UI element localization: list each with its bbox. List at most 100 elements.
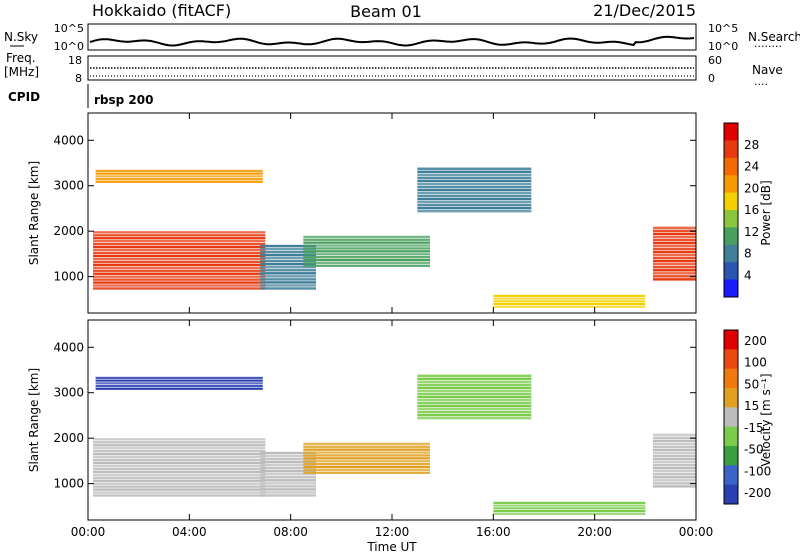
nsky-trace [89,35,695,47]
nsearch-tick-top: 10^5 [708,22,738,35]
velocity-colorbar-swatch [724,388,738,408]
velocity-y-tick-label: 4000 [53,340,84,354]
x-tick-label: 00:00 [679,525,714,539]
power-y-tick-label: 2000 [53,224,84,238]
freq-tick-bottom: 8 [75,72,82,85]
power-colorbar-swatch [724,140,738,159]
velocity-colorbar-swatch [724,330,738,350]
power-data-marks [93,167,696,308]
power-colorbar-tick-label: 20 [744,181,759,195]
power-y-tick-label: 1000 [53,270,84,284]
nave-tick-top: 60 [708,54,722,67]
power-colorbar-frame [723,122,739,298]
nave-legend-dots: ···· [754,78,768,91]
power-x-ticks [87,113,697,313]
x-tick-label: 08:00 [273,525,308,539]
velocity-y-tick-label: 2000 [53,431,84,445]
power-colorbar-tick-label: 16 [744,203,759,217]
x-axis-title: Time UT [366,540,417,554]
power-echo-region [493,294,646,308]
velocity-echo-region [417,374,532,420]
velocity-colorbar-swatch [724,368,738,389]
cpid-value: rbsp 200 [94,93,153,107]
nave-tick-bottom: 0 [708,72,715,85]
velocity-echo-region [260,451,316,497]
nsearch-label: N.Search [748,30,800,44]
velocity-x-ticks: 00:00 04:00 08:00 12:00 16:00 20:00 00:00 [71,320,714,539]
power-echo-region [95,169,263,183]
velocity-colorbar-swatch [724,484,738,505]
velocity-y-tick-label: 1000 [53,477,84,491]
velocity-colorbar-label: Velocity [m s⁻¹] [759,373,773,466]
cpid-label: CPID [8,90,40,104]
velocity-colorbar-swatch [724,465,738,486]
power-colorbar-swatch [724,192,738,211]
power-colorbar-tick-label: 12 [744,225,759,239]
power-colorbar-tick-label: 24 [744,160,759,174]
freq-label: Freq. [6,51,36,65]
power-colorbar-swatch [724,175,738,194]
velocity-colorbar-tick-label: -15 [744,421,764,435]
power-colorbar-swatch [724,210,738,228]
date-title: 21/Dec/2015 [593,1,696,20]
power-colorbar-swatch [724,244,738,263]
velocity-colorbar-swatch [724,426,738,447]
power-colorbar-tick-label: 8 [744,247,752,261]
power-panel [87,112,697,314]
nave-label: Nave [752,63,783,77]
velocity-colorbar-swatch [724,407,738,428]
x-tick-label: 16:00 [476,525,511,539]
velocity-panel [87,319,697,521]
velocity-echo-region [493,501,646,515]
power-colorbar-swatch [724,227,738,246]
power-colorbar: 4 8 12 16 20 24 28 [723,122,759,298]
power-colorbar-tick-label: 28 [744,138,759,152]
velocity-y-axis-title: Slant Range [km] [27,368,41,472]
freq-tick-top: 18 [68,54,82,67]
power-y-axis-title: Slant Range [km] [27,161,41,265]
power-colorbar-swatch [724,157,738,176]
nsky-label: N.Sky [4,30,38,44]
velocity-colorbar-tick-label: 100 [744,356,767,370]
power-colorbar-label: Power [dB] [759,180,773,245]
x-tick-label: 12:00 [375,525,410,539]
velocity-colorbar-tick-label: 50 [744,377,759,391]
velocity-colorbar-tick-label: 15 [744,399,759,413]
velocity-data-marks [93,374,696,515]
power-echo-region [652,226,696,281]
freq-panel [87,55,697,81]
power-echo-region [260,244,316,290]
nsky-panel [87,23,697,51]
freq-unit: [MHz] [4,65,39,79]
velocity-echo-region [95,376,263,390]
x-tick-label: 20:00 [577,525,612,539]
x-tick-label: 04:00 [172,525,207,539]
velocity-colorbar-tick-label: -100 [744,464,771,478]
velocity-colorbar-swatch [724,446,738,466]
velocity-echo-region [303,442,430,474]
velocity-y-ticks: 1000 2000 3000 4000 [53,340,696,491]
velocity-echo-region [652,433,696,488]
velocity-echo-region [93,438,266,497]
power-y-tick-label: 4000 [53,133,84,147]
power-colorbar-swatch [724,123,738,141]
velocity-colorbar-frame [723,329,739,505]
power-echo-region [93,231,266,290]
nsky-tick-bottom: 10^0 [54,40,84,53]
power-colorbar-tick-label: 4 [744,268,752,282]
station-title: Hokkaido (fitACF) [92,1,231,20]
velocity-colorbar: 200 100 50 15 -15 -50 -100 -200 [723,329,771,505]
beam-title: Beam 01 [350,2,422,21]
power-colorbar-swatch [724,279,738,298]
nsearch-legend-dots: ········ [754,40,782,53]
power-y-tick-label: 3000 [53,179,84,193]
power-echo-region [417,167,532,213]
power-y-ticks: 1000 2000 3000 4000 [53,133,696,284]
velocity-y-tick-label: 3000 [53,386,84,400]
nsearch-tick-bottom: 10^0 [708,40,738,53]
power-echo-region [303,235,430,267]
x-tick-label: 00:00 [71,525,106,539]
velocity-colorbar-tick-label: -50 [744,443,764,457]
power-colorbar-swatch [724,262,738,281]
